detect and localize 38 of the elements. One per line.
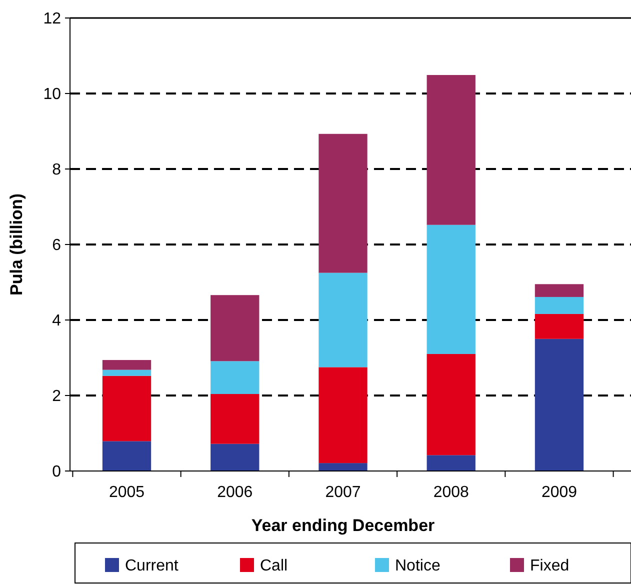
bar [102,370,152,376]
bar [534,296,584,314]
bar [534,338,584,471]
bar [210,394,260,444]
legend-label: Current [125,558,179,575]
bar [426,224,476,354]
legend-label: Notice [395,558,440,575]
y-tick-label: 12 [43,10,62,28]
y-tick-label: 2 [52,388,62,406]
y-tick-label: 0 [52,464,62,481]
x-tick-label: 2009 [541,484,578,501]
x-tick-label: 2006 [217,484,253,501]
bar [102,376,152,442]
bar [534,284,584,297]
x-axis-title: Year ending December [251,516,436,535]
bar [210,444,260,471]
legend-label: Fixed [530,558,570,575]
y-axis-title: Pula (billion) [7,194,26,296]
bar [318,367,368,464]
bar [318,272,368,368]
y-tick-label: 10 [43,86,62,104]
y-tick-label: 6 [52,237,62,254]
x-tick-label: 2008 [433,484,470,501]
bar [318,134,368,273]
x-tick-label: 2005 [108,484,145,501]
bar [426,75,476,225]
y-tick-label: 4 [52,312,62,330]
bar [426,455,476,471]
bar [426,354,476,456]
bar [534,314,584,339]
x-tick-label: 2007 [325,484,361,501]
bar [210,295,260,362]
bar [318,463,368,471]
bar [102,360,152,370]
bar [210,361,260,394]
bar [102,441,152,471]
legend-label: Call [260,558,288,575]
y-tick-label: 8 [52,162,62,179]
